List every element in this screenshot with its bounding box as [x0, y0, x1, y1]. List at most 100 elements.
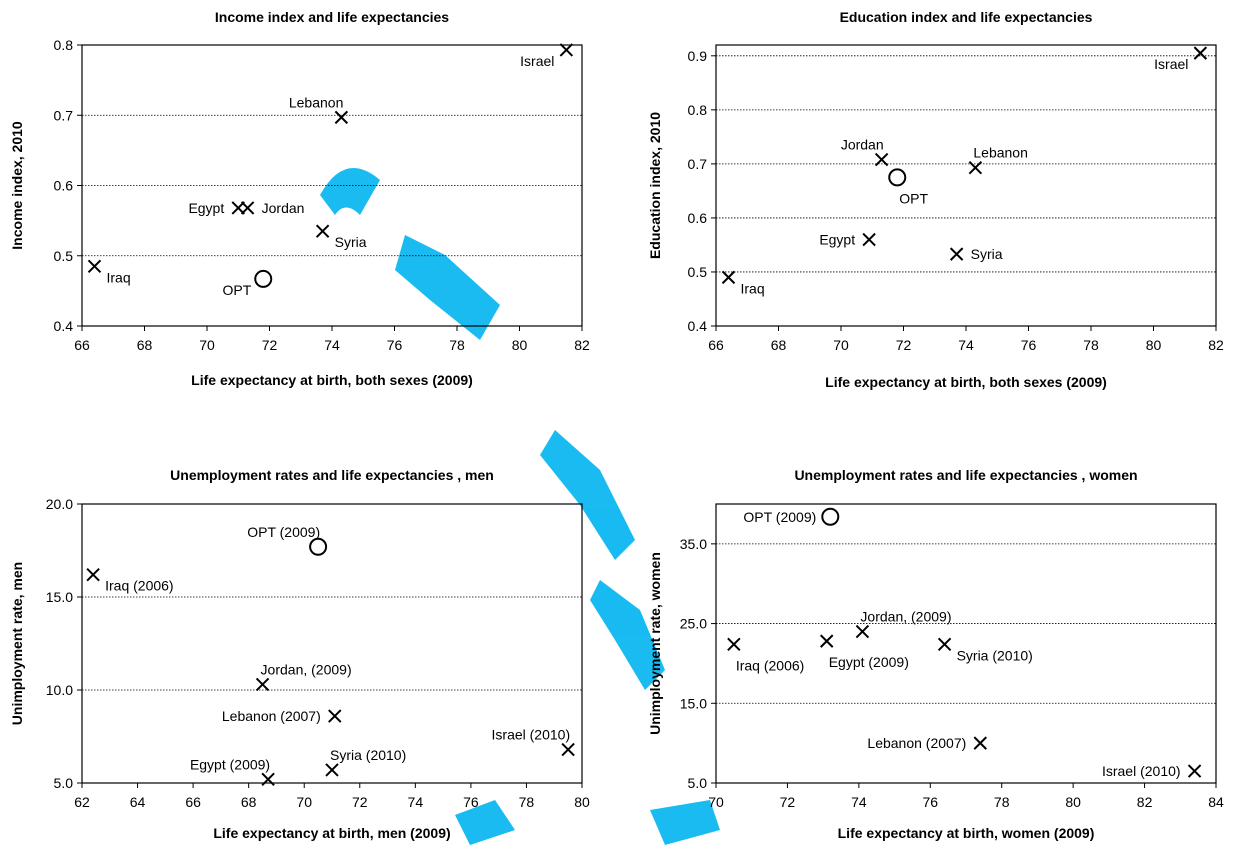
- point-egypt: Egypt: [819, 232, 876, 248]
- data-label: Syria (2010): [330, 747, 406, 763]
- chart-income-index: Income index and life expectancies 0.4 0.5…: [9, 9, 590, 388]
- x-tick-label: 72: [352, 794, 368, 810]
- y-tick-label: 0.9: [688, 48, 708, 64]
- point-syria-2010: Syria (2010): [325, 747, 406, 777]
- y-tick-label: 0.6: [54, 178, 74, 194]
- point-israel: Israel: [1154, 46, 1208, 72]
- x-tick-label: 78: [1083, 337, 1099, 353]
- x-marker: [240, 201, 255, 215]
- point-israel: Israel: [520, 43, 574, 69]
- x-marker: [949, 247, 964, 261]
- data-label: Egypt: [819, 232, 855, 248]
- point-syria: Syria: [315, 224, 367, 250]
- data-label: Israel (2010): [1102, 763, 1181, 779]
- y-tick-label: 15.0: [680, 695, 707, 711]
- x-tick-label: 80: [512, 337, 528, 353]
- x-marker: [1193, 46, 1208, 60]
- x-tick-label: 66: [74, 337, 90, 353]
- point-israel-2010: Israel (2010): [492, 727, 575, 757]
- data-label: Iraq (2006): [736, 657, 804, 673]
- data-label: Lebanon: [973, 145, 1028, 161]
- data-label: Egypt (2009): [829, 654, 909, 670]
- point-jordan-2009: Jordan, (2009): [255, 661, 352, 692]
- x-marker: [721, 270, 736, 285]
- data-label: Iraq: [107, 269, 131, 285]
- plot-area: [81, 503, 583, 784]
- data-label: Lebanon (2007): [867, 735, 966, 751]
- y-tick-label: 35.0: [680, 536, 707, 552]
- circle-marker: [888, 168, 907, 187]
- x-tick-label: 74: [958, 337, 974, 353]
- x-marker: [968, 160, 983, 175]
- x-marker: [86, 567, 100, 582]
- y-tick-label: 0.8: [688, 102, 708, 118]
- x-tick-label: 66: [185, 794, 201, 810]
- chart-title: Unemployment rates and life expectancies…: [794, 467, 1137, 483]
- y-tick-label: 15.0: [46, 589, 73, 605]
- point-lebanon: Lebanon: [289, 94, 349, 125]
- data-label: Jordan, (2009): [860, 609, 951, 625]
- x-marker: [820, 634, 834, 648]
- x-tick-label: 72: [896, 337, 912, 353]
- x-axis-label: Life expectancy at birth, men (2009): [213, 825, 450, 841]
- y-axis-label: Education index, 2010: [647, 112, 663, 259]
- data-label: Syria: [335, 234, 367, 250]
- x-tick-label: 64: [130, 794, 146, 810]
- point-egypt-2009: Egypt (2009): [820, 634, 909, 670]
- x-tick-label: 84: [1208, 794, 1224, 810]
- point-syria: Syria: [949, 246, 1003, 262]
- x-marker: [315, 224, 330, 238]
- x-marker: [855, 624, 870, 639]
- plot-area: [715, 44, 1217, 327]
- chart-title: Unemployment rates and life expectancies…: [170, 467, 494, 483]
- x-axis-label: Life expectancy at birth, women (2009): [838, 825, 1095, 841]
- x-tick-label: 68: [771, 337, 787, 353]
- x-tick-label: 74: [408, 794, 424, 810]
- x-marker: [334, 110, 349, 125]
- point-lebanon-2007: Lebanon (2007): [867, 735, 987, 751]
- data-label: Lebanon: [289, 94, 344, 110]
- point-egypt: Egypt: [188, 200, 245, 216]
- point-iraq-2006: Iraq (2006): [86, 567, 174, 594]
- data-label: Syria (2010): [957, 647, 1033, 663]
- circle-marker: [821, 507, 840, 526]
- y-tick-label: 5.0: [688, 775, 708, 791]
- y-tick-label: 0.7: [688, 156, 708, 172]
- x-marker: [87, 259, 102, 273]
- data-label: OPT (2009): [247, 524, 320, 540]
- data-label: Iraq: [741, 280, 765, 296]
- y-tick-label: 20.0: [46, 496, 73, 512]
- x-tick-label: 80: [1065, 794, 1081, 810]
- circle-marker: [254, 269, 273, 288]
- x-tick-label: 74: [851, 794, 867, 810]
- data-label: Iraq (2006): [105, 578, 173, 594]
- x-tick-label: 72: [780, 794, 796, 810]
- data-label: OPT (2009): [743, 509, 816, 525]
- plot-area: [715, 503, 1217, 784]
- point-opt: OPT: [888, 168, 928, 206]
- x-tick-label: 70: [708, 794, 724, 810]
- x-marker: [261, 772, 275, 786]
- point-iraq: Iraq: [87, 259, 131, 285]
- point-iraq-2006: Iraq (2006): [727, 637, 804, 673]
- x-tick-label: 76: [463, 794, 479, 810]
- x-tick-label: 82: [574, 337, 590, 353]
- x-axis-label: Life expectancy at birth, both sexes (20…: [191, 372, 473, 388]
- chart-title: Education index and life expectancies: [840, 9, 1093, 25]
- x-axis-label: Life expectancy at birth, both sexes (20…: [825, 374, 1107, 390]
- y-tick-label: 0.7: [54, 107, 74, 123]
- x-tick-label: 78: [519, 794, 535, 810]
- y-tick-label: 0.6: [688, 210, 708, 226]
- data-label: Israel (2010): [492, 727, 571, 743]
- x-tick-label: 62: [74, 794, 90, 810]
- x-tick-label: 80: [1146, 337, 1162, 353]
- x-tick-label: 76: [1021, 337, 1037, 353]
- point-jordan: Jordan: [841, 137, 889, 167]
- x-tick-label: 74: [324, 337, 340, 353]
- data-label: Israel: [1154, 56, 1188, 72]
- y-tick-label: 25.0: [680, 616, 707, 632]
- point-jordan-2009: Jordan, (2009): [855, 609, 951, 639]
- x-marker: [328, 709, 342, 723]
- data-label: Jordan: [262, 200, 305, 216]
